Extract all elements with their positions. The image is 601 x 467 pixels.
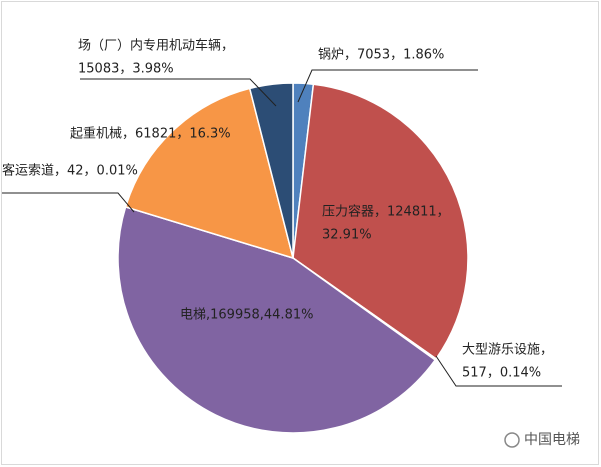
data-label: 32.91% xyxy=(322,228,372,243)
data-label: 客运索道，42，0.01% xyxy=(2,163,138,179)
pie-slice xyxy=(292,83,469,360)
data-label: 锅炉，7053，1.86% xyxy=(318,47,444,63)
data-label: 15083，3.98% xyxy=(78,62,174,77)
data-label: 517，0.14% xyxy=(462,366,541,381)
data-label: 大型游乐设施， xyxy=(462,343,553,358)
pie-slice xyxy=(248,82,294,259)
watermark-text: 中国电梯 xyxy=(524,432,580,448)
data-label: 压力容器，124811， xyxy=(322,204,450,220)
watermark-icon xyxy=(504,432,520,448)
leader-line xyxy=(80,78,277,107)
data-label: 电梯,169958,44.81% xyxy=(180,308,313,323)
leader-line xyxy=(2,192,135,213)
leader-line xyxy=(297,69,478,103)
pie-slice xyxy=(117,205,437,434)
pie-slice xyxy=(124,87,295,260)
data-label: 起重机械，61821，16.3% xyxy=(70,126,231,142)
leader-line xyxy=(435,355,562,387)
watermark: 中国电梯 xyxy=(504,432,580,448)
data-label: 场（厂）内专用机动车辆， xyxy=(78,38,234,54)
